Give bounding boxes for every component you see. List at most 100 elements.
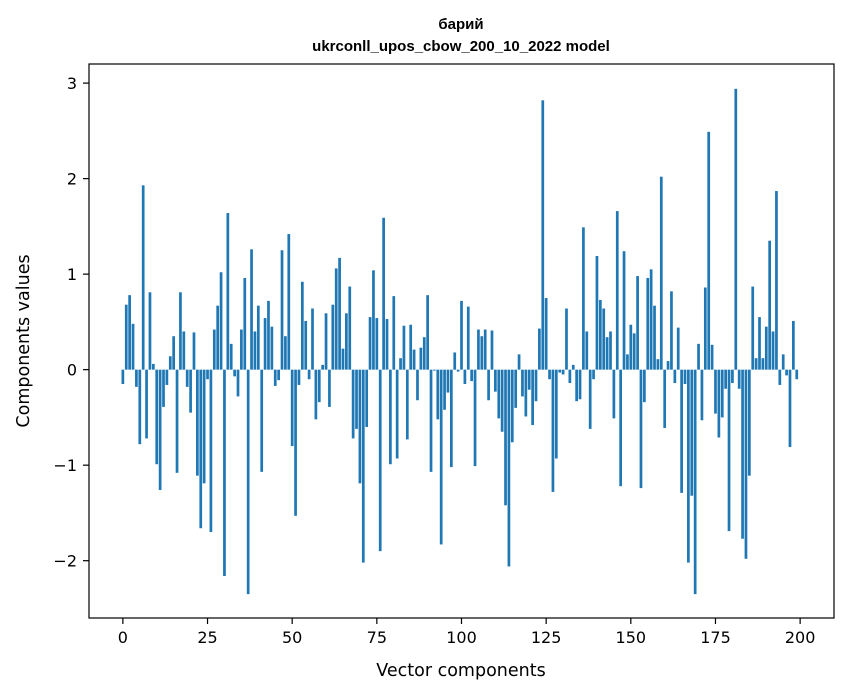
bar xyxy=(158,369,162,491)
bar xyxy=(202,369,206,484)
bar xyxy=(348,286,352,370)
bar xyxy=(571,364,575,370)
x-tick-label: 200 xyxy=(785,628,816,647)
x-tick-label: 25 xyxy=(197,628,217,647)
bar xyxy=(402,325,406,370)
bar xyxy=(548,369,551,380)
bar xyxy=(687,369,690,563)
bar xyxy=(409,324,413,370)
bar xyxy=(358,369,362,484)
bars-group xyxy=(121,88,799,595)
bar xyxy=(456,369,460,372)
bar xyxy=(463,369,467,384)
bar xyxy=(697,343,700,370)
bar xyxy=(345,313,348,370)
bar xyxy=(389,369,392,465)
bar xyxy=(399,358,402,370)
bar xyxy=(199,369,203,529)
bar xyxy=(284,336,287,370)
bar xyxy=(162,369,165,407)
bar xyxy=(256,305,260,370)
bar xyxy=(500,369,504,432)
bar xyxy=(436,369,440,420)
bar xyxy=(565,308,568,370)
bar xyxy=(185,369,189,387)
bar xyxy=(307,369,311,380)
bar xyxy=(209,369,213,533)
bar xyxy=(676,327,680,370)
bar xyxy=(629,324,633,370)
x-tick-label: 175 xyxy=(700,628,731,647)
bar xyxy=(622,251,626,370)
bar xyxy=(561,369,565,375)
bar xyxy=(639,369,643,489)
bar xyxy=(165,369,169,385)
bar xyxy=(781,354,785,370)
bar xyxy=(392,296,396,370)
bar xyxy=(382,217,385,370)
bar xyxy=(747,369,751,476)
bar xyxy=(659,176,663,370)
bar xyxy=(324,313,328,370)
y-tick-label: 3 xyxy=(67,74,77,93)
bar xyxy=(331,304,335,370)
bar xyxy=(720,369,724,418)
bar xyxy=(172,336,176,370)
bar xyxy=(626,354,629,370)
bar xyxy=(236,369,240,397)
bar xyxy=(395,369,399,459)
bar xyxy=(375,318,379,370)
bar xyxy=(751,286,755,370)
bar xyxy=(524,369,528,417)
x-tick-label: 0 xyxy=(118,628,128,647)
bar xyxy=(649,269,653,370)
bar xyxy=(240,329,243,370)
bar xyxy=(287,234,291,370)
bar xyxy=(703,287,707,370)
bar xyxy=(355,369,358,429)
bar xyxy=(653,305,656,370)
bar xyxy=(663,369,667,428)
bar xyxy=(507,369,511,567)
bar xyxy=(771,331,775,370)
bar xyxy=(619,369,623,487)
bar xyxy=(744,369,748,559)
y-axis-label: Components values xyxy=(14,254,34,427)
bar xyxy=(592,369,595,380)
y-tick-label: −1 xyxy=(53,456,77,475)
bar xyxy=(598,299,602,370)
bar xyxy=(179,292,182,370)
bar xyxy=(426,295,429,370)
bar xyxy=(578,369,582,400)
y-tick-label: −2 xyxy=(53,552,77,571)
bar xyxy=(270,326,274,370)
bar xyxy=(304,320,308,370)
bar xyxy=(643,369,646,403)
bar xyxy=(734,88,738,370)
bar xyxy=(737,369,741,389)
bar xyxy=(531,369,534,426)
bar xyxy=(263,318,267,370)
bar xyxy=(155,369,159,465)
bar xyxy=(206,369,209,380)
bar xyxy=(666,361,670,370)
bar xyxy=(277,369,280,381)
bar xyxy=(294,369,297,516)
bar xyxy=(446,369,450,393)
bar xyxy=(585,331,589,370)
bar xyxy=(361,369,365,563)
bar xyxy=(175,369,179,473)
bar xyxy=(378,369,382,552)
bar xyxy=(243,277,247,370)
bar xyxy=(145,369,148,439)
bar xyxy=(494,369,497,392)
bar xyxy=(673,369,677,384)
bar xyxy=(680,369,683,493)
bar xyxy=(216,305,220,370)
bar xyxy=(724,369,727,389)
bar xyxy=(321,364,325,370)
bar xyxy=(761,358,765,370)
bar xyxy=(290,369,294,447)
bar xyxy=(741,369,744,539)
chart-title: барий xyxy=(438,16,483,33)
